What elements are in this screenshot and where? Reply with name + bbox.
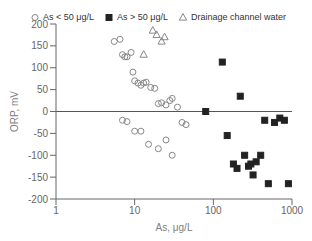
- svg-text:150: 150: [31, 40, 48, 51]
- svg-text:0: 0: [42, 106, 48, 117]
- svg-text:-50: -50: [34, 128, 49, 139]
- svg-text:-150: -150: [28, 172, 48, 183]
- svg-text:-200: -200: [28, 194, 48, 205]
- svg-text:1000: 1000: [281, 205, 304, 216]
- html-text:As < 50 μg/L: As < 50 μg/L: [43, 12, 94, 22]
- svg-text:As, μg/L: As, μg/L: [156, 222, 193, 233]
- html-text:Drainage channel water: Drainage channel water: [190, 12, 286, 22]
- html-text:As > 50 μg/L: As > 50 μg/L: [117, 12, 168, 22]
- svg-text:1: 1: [53, 205, 59, 216]
- svg-text:-100: -100: [28, 150, 48, 161]
- svg-text:10: 10: [129, 205, 141, 216]
- svg-text:50: 50: [37, 84, 49, 95]
- svg-text:200: 200: [31, 19, 48, 30]
- svg-text:100: 100: [31, 62, 48, 73]
- svg-text:ORP, mV: ORP, mV: [9, 91, 20, 132]
- svg-text:100: 100: [205, 205, 222, 216]
